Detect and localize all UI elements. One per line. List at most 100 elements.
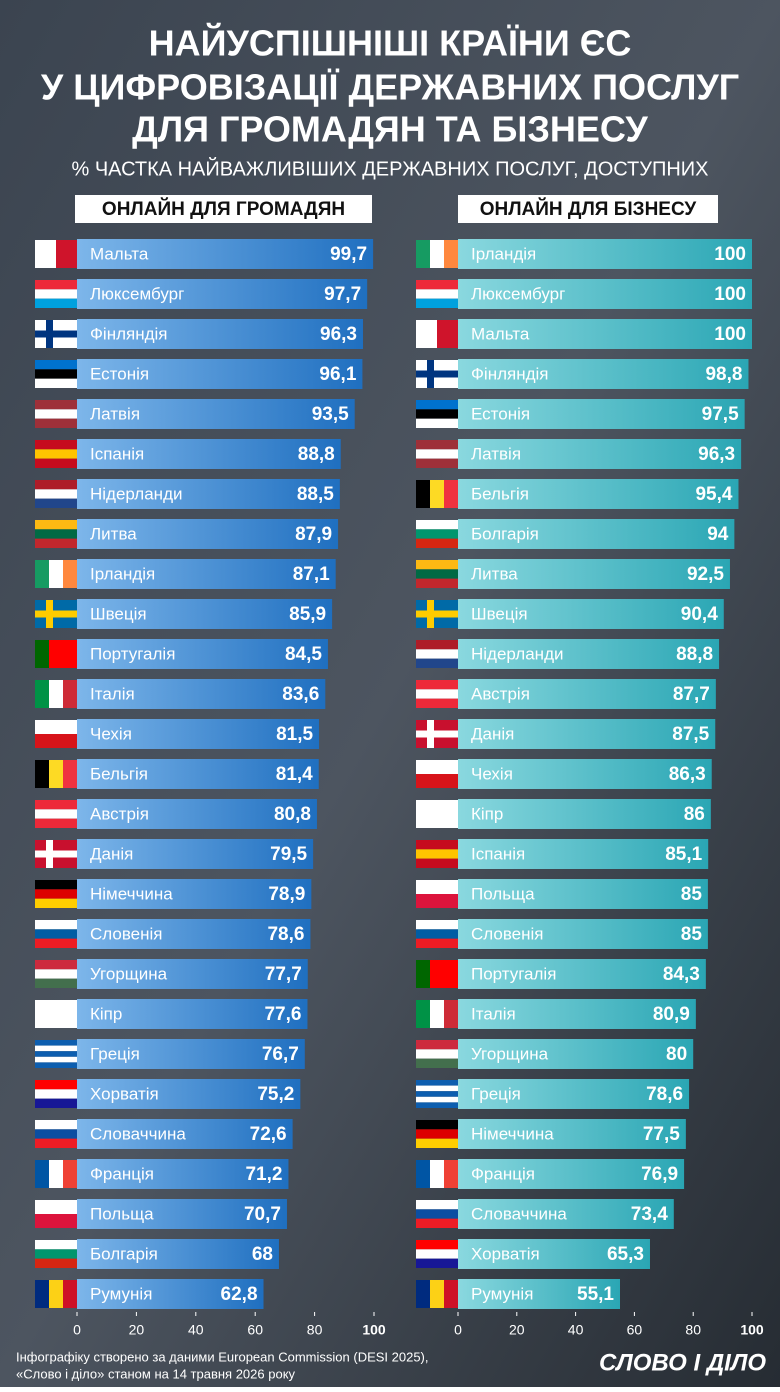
value-label: 88,5 — [297, 484, 334, 505]
flag-stripe — [416, 1085, 458, 1092]
flag-stripe — [416, 649, 458, 659]
value-label: 87,1 — [293, 564, 330, 585]
flag — [35, 240, 77, 268]
flag-stripe — [416, 1091, 458, 1097]
bar — [458, 519, 735, 549]
flag-stripe — [35, 640, 49, 668]
flag — [416, 1040, 458, 1068]
flag-stripe — [35, 378, 77, 388]
flag — [416, 1200, 458, 1228]
flag-stripe — [35, 418, 77, 428]
bar — [77, 599, 333, 629]
flag-stripe — [35, 560, 49, 588]
flag-stripe — [35, 978, 77, 988]
flag — [35, 1160, 77, 1188]
flag-stripe — [49, 640, 63, 668]
flag-stripe — [35, 520, 77, 530]
title-line: НАЙУСПІШНІШІ КРАЇНИ ЄС — [149, 22, 632, 64]
flag — [35, 1240, 77, 1268]
bar — [458, 959, 706, 989]
value-label: 76,9 — [641, 1164, 678, 1185]
flag — [416, 560, 458, 588]
category-label: Франція — [90, 1164, 154, 1183]
value-label: 86,3 — [669, 764, 706, 785]
flag-stripe — [416, 858, 458, 868]
flag — [35, 640, 77, 668]
flag-stripe — [416, 1138, 458, 1148]
flag — [35, 880, 77, 908]
category-label: Словаччина — [471, 1204, 567, 1223]
flag-stripe — [35, 969, 77, 979]
x-tick-label: 20 — [509, 1322, 525, 1338]
category-label: Ірландія — [90, 564, 155, 583]
flag-stripe — [416, 640, 458, 650]
flag-stripe — [35, 960, 77, 970]
flag-cross — [35, 330, 77, 338]
bar — [458, 999, 696, 1029]
flag-stripe — [63, 640, 77, 668]
category-label: Румунія — [471, 1284, 533, 1303]
value-label: 85 — [681, 924, 703, 945]
flag-stripe — [416, 894, 458, 908]
bar — [77, 279, 368, 309]
bar — [458, 399, 745, 429]
flag-stripe — [416, 1240, 458, 1250]
flag-stripe — [416, 578, 458, 588]
flag-stripe — [63, 560, 77, 588]
category-label: Італія — [471, 1004, 516, 1023]
category-label: Греція — [90, 1044, 140, 1063]
flag-stripe — [35, 1000, 77, 1028]
flag-stripe — [35, 280, 77, 290]
flag-stripe — [35, 240, 56, 268]
flag-stripe — [416, 680, 458, 690]
bar — [458, 1119, 686, 1149]
flag-stripe — [430, 1000, 444, 1028]
flag-cross — [416, 730, 458, 738]
flag-stripe — [416, 1058, 458, 1068]
value-label: 71,2 — [245, 1164, 282, 1185]
value-label: 87,9 — [295, 524, 332, 545]
flag-stripe — [35, 1062, 77, 1068]
category-label: Австрія — [471, 684, 530, 703]
flag — [416, 1080, 458, 1108]
bar — [77, 759, 319, 789]
bar — [458, 839, 709, 869]
flag-stripe — [35, 880, 77, 890]
flag — [416, 480, 458, 508]
bar — [77, 239, 374, 269]
flag — [35, 320, 77, 348]
category-label: Німеччина — [90, 884, 173, 903]
category-label: Бельгія — [471, 484, 529, 503]
flag-stripe — [416, 1160, 430, 1188]
value-label: 88,8 — [298, 444, 335, 465]
flag-stripe — [35, 1240, 77, 1250]
flag — [416, 240, 458, 268]
flag — [416, 1240, 458, 1268]
category-label: Латвія — [471, 444, 521, 463]
flag-stripe — [35, 1129, 77, 1139]
category-label: Чехія — [471, 764, 513, 783]
bar — [458, 599, 724, 629]
flag — [35, 1280, 77, 1308]
flag — [35, 280, 77, 308]
value-label: 83,6 — [282, 684, 319, 705]
flag-stripe — [35, 298, 77, 308]
flag-stripe — [416, 1049, 458, 1059]
flag-stripe — [416, 920, 458, 930]
flag — [416, 360, 458, 388]
flag-stripe — [444, 960, 458, 988]
bar — [458, 279, 752, 309]
bar — [458, 1279, 620, 1309]
flag-stripe — [35, 889, 77, 899]
chart-title: ОНЛАЙН ДЛЯ ГРОМАДЯН — [102, 198, 345, 220]
value-label: 77,5 — [643, 1124, 680, 1145]
category-label: Люксембург — [90, 284, 184, 303]
flag-stripe — [35, 538, 77, 548]
logo: СЛОВО І ДІЛО — [599, 1349, 766, 1376]
value-label: 100 — [714, 244, 746, 265]
bar — [77, 399, 355, 429]
bar — [458, 799, 711, 829]
flag-stripe — [416, 440, 458, 450]
category-label: Данія — [90, 844, 133, 863]
